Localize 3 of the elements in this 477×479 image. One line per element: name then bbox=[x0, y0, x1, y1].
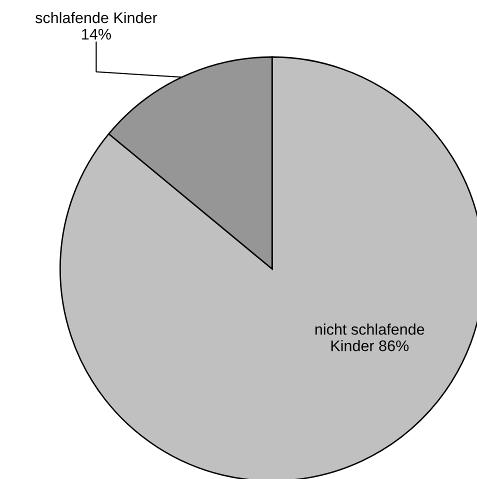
slice-label: nicht schlafende Kinder 86% bbox=[315, 324, 424, 352]
slice-label: schlafende Kinder bbox=[35, 12, 158, 24]
data-label: 14% bbox=[82, 28, 111, 40]
